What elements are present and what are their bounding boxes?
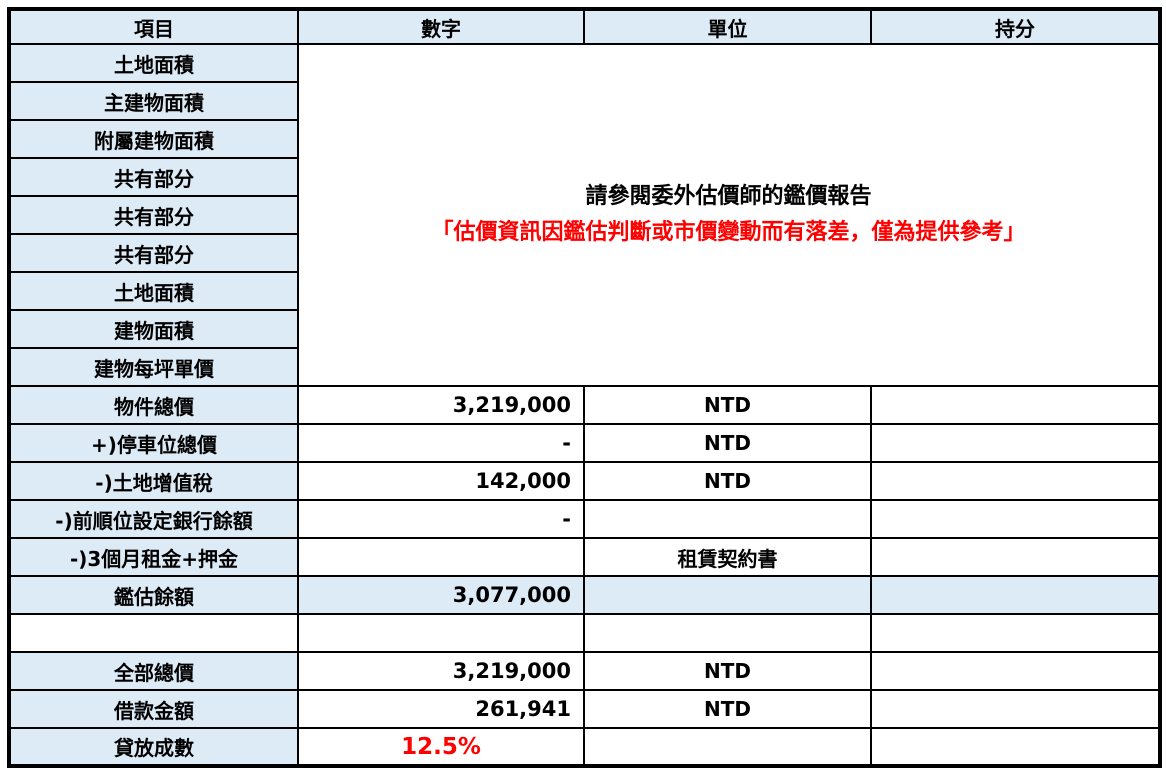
- table-row: 土地面積 請參閱委外估價師的鑑價報告 「估價資訊因鑑估判斷或市價變動而有落差，僅…: [8, 43, 1161, 387]
- table-row-appraised-balance: 鑑估餘額 3,077,000: [8, 575, 1161, 615]
- table-row: 物件總價 3,219,000 NTD: [8, 385, 1161, 425]
- cell-land-value-increment-tax-share: [870, 461, 1161, 501]
- row-label-building-area: 建物面積: [8, 309, 299, 349]
- row-label-parking-total-price: +)停車位總價: [8, 423, 299, 463]
- cell-three-month-rent-deposit-share: [870, 537, 1161, 577]
- row-label-three-month-rent-deposit: -)3個月租金+押金: [8, 537, 299, 577]
- table-row: 共有部分: [8, 233, 1160, 273]
- cell-blank-number: [297, 613, 585, 653]
- cell-property-total-price-share: [870, 385, 1161, 425]
- table-row: 全部總價 3,219,000 NTD: [8, 651, 1161, 691]
- table-row: 主建物面積: [8, 81, 1160, 121]
- table-row: 共有部分: [8, 157, 1160, 197]
- cell-appraised-balance-number: 3,077,000: [297, 575, 585, 615]
- appraisal-notice-cell: 請參閱委外估價師的鑑價報告 「估價資訊因鑑估判斷或市價變動而有落差，僅為提供參考…: [297, 43, 1161, 387]
- table-row: 貸放成數 12.5%: [8, 727, 1161, 767]
- cell-parking-total-price-number: -: [297, 423, 585, 463]
- header-cell-share: 持分: [870, 8, 1161, 45]
- table-row: 附屬建物面積: [8, 119, 1160, 159]
- row-label-land-value-increment-tax: -)土地增值稅: [8, 461, 299, 501]
- cell-blank-label: [8, 613, 299, 653]
- cell-grand-total-price-share: [870, 651, 1161, 691]
- cell-loan-amount-unit: NTD: [583, 689, 872, 729]
- row-label-loan-to-value-ratio: 貸放成數: [8, 727, 299, 767]
- row-label-grand-total-price: 全部總價: [8, 651, 299, 691]
- cell-blank-unit: [583, 613, 872, 653]
- table-row: 共有部分: [8, 195, 1160, 235]
- row-label-common-part-1: 共有部分: [8, 157, 299, 197]
- header-row: 項目 數字 單位 持分: [8, 8, 1161, 45]
- cell-blank-share: [870, 613, 1161, 653]
- cell-grand-total-price-number: 3,219,000: [297, 651, 585, 691]
- table-row-blank: [8, 613, 1161, 653]
- row-label-loan-amount: 借款金額: [8, 689, 299, 729]
- cell-loan-amount-share: [870, 689, 1161, 729]
- row-label-prior-lien-bank-balance: -)前順位設定銀行餘額: [8, 499, 299, 539]
- header-cell-unit: 單位: [583, 8, 872, 45]
- table-row: 借款金額 261,941 NTD: [8, 689, 1161, 729]
- cell-loan-to-value-ratio-unit: [583, 727, 872, 767]
- cell-three-month-rent-deposit-number: [297, 537, 585, 577]
- header-cell-item: 項目: [8, 8, 299, 45]
- row-label-land-area-1: 土地面積: [8, 43, 299, 83]
- cell-property-total-price-unit: NTD: [583, 385, 872, 425]
- table-row: +)停車位總價 - NTD: [8, 423, 1161, 463]
- header-cell-number: 數字: [297, 8, 585, 45]
- table-row: 建物每坪單價: [8, 347, 1160, 387]
- cell-parking-total-price-unit: NTD: [583, 423, 872, 463]
- cell-parking-total-price-share: [870, 423, 1161, 463]
- cell-prior-lien-bank-balance-unit: [583, 499, 872, 539]
- notice-line-1: 請參閱委外估價師的鑑價報告: [585, 184, 872, 209]
- cell-appraised-balance-share: [870, 575, 1161, 615]
- table-row: 土地面積: [8, 271, 1160, 311]
- cell-three-month-rent-deposit-unit: 租賃契約書: [583, 537, 872, 577]
- table-row: -)土地增值稅 142,000 NTD: [8, 461, 1161, 501]
- notice-line-2: 「估價資訊因鑑估判斷或市價變動而有落差，僅為提供參考」: [431, 220, 1026, 245]
- row-label-main-building-area: 主建物面積: [8, 81, 299, 121]
- table-row: -)3個月租金+押金 租賃契約書: [8, 537, 1161, 577]
- row-label-common-part-2: 共有部分: [8, 195, 299, 235]
- cell-prior-lien-bank-balance-share: [870, 499, 1161, 539]
- row-label-appraised-balance: 鑑估餘額: [8, 575, 299, 615]
- cell-grand-total-price-unit: NTD: [583, 651, 872, 691]
- cell-property-total-price-number: 3,219,000: [297, 385, 585, 425]
- row-label-land-area-2: 土地面積: [8, 271, 299, 311]
- cell-land-value-increment-tax-unit: NTD: [583, 461, 872, 501]
- row-label-unit-price-per-ping: 建物每坪單價: [8, 347, 299, 387]
- row-label-common-part-3: 共有部分: [8, 233, 299, 273]
- cell-loan-to-value-ratio-number: 12.5%: [297, 727, 585, 767]
- row-label-attached-building-area: 附屬建物面積: [8, 119, 299, 159]
- appraisal-table: 項目 數字 單位 持分 土地面積 請參閱委外估價師的鑑價報告 「估價資訊因鑑估判…: [7, 7, 1162, 768]
- cell-loan-to-value-ratio-share: [870, 727, 1161, 767]
- row-label-property-total-price: 物件總價: [8, 385, 299, 425]
- table-row: -)前順位設定銀行餘額 -: [8, 499, 1161, 539]
- cell-loan-amount-number: 261,941: [297, 689, 585, 729]
- cell-land-value-increment-tax-number: 142,000: [297, 461, 585, 501]
- table-row: 建物面積: [8, 309, 1160, 349]
- cell-appraised-balance-unit: [583, 575, 872, 615]
- cell-prior-lien-bank-balance-number: -: [297, 499, 585, 539]
